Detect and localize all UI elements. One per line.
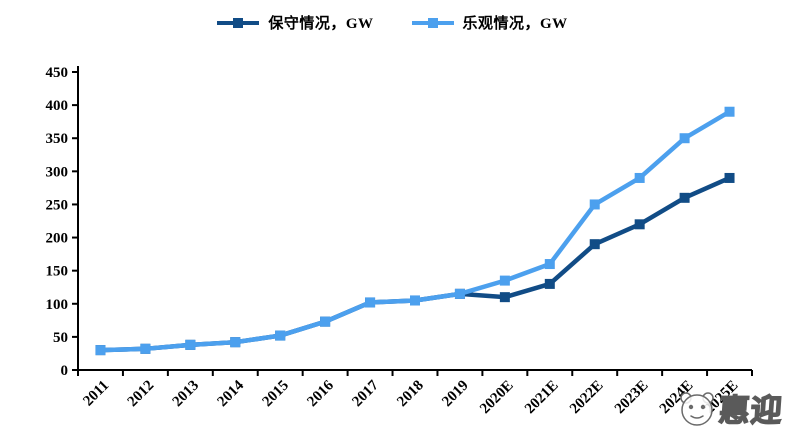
- series-1-marker-2013: [185, 339, 196, 350]
- series-line-0: [98, 175, 732, 353]
- y-tick-label: 400: [46, 98, 69, 114]
- y-tick-label: 200: [46, 231, 69, 247]
- series-1-marker-2023E: [634, 172, 645, 183]
- series-1-marker-2018: [410, 295, 420, 306]
- y-tick-label: 250: [46, 197, 69, 213]
- y-tick-label: 350: [46, 131, 69, 147]
- series-0-marker-2022E: [589, 239, 600, 250]
- legend: 保守情况，GW 乐观情况，GW: [0, 12, 785, 33]
- legend-item-optimistic[interactable]: 乐观情况，GW: [411, 12, 568, 33]
- series-0-marker-2024E: [679, 192, 690, 203]
- legend-square-icon-0: [233, 17, 244, 28]
- legend-item-conservative[interactable]: 保守情况，GW: [217, 12, 373, 33]
- series-0-marker-2020E: [499, 292, 510, 303]
- series-1-marker-2014: [230, 337, 241, 348]
- x-tick-label: 2018: [394, 378, 427, 411]
- series-1-marker-2019: [454, 288, 465, 299]
- series-1-marker-2011: [95, 345, 106, 356]
- series-1-marker-2015: [275, 330, 286, 341]
- x-tick-label: 2015: [260, 378, 293, 411]
- series-1-marker-2022E: [589, 199, 600, 210]
- legend-square-icon-1: [427, 17, 438, 28]
- series-0-marker-2025E: [724, 172, 735, 183]
- series-1-marker-2021E: [544, 259, 555, 270]
- y-tick-label: 0: [61, 363, 69, 379]
- y-tick-label: 300: [46, 164, 69, 180]
- x-tick-label: 2017: [349, 377, 382, 410]
- series-1-marker-2020E: [499, 275, 510, 286]
- series-line-1: [98, 109, 732, 353]
- y-tick-label: 100: [46, 297, 69, 313]
- series-1-marker-2025E: [724, 106, 735, 117]
- x-tick-label: 2012: [125, 378, 158, 411]
- series-0-marker-2023E: [634, 219, 645, 230]
- series-1-marker-2016: [320, 316, 331, 327]
- y-tick-label: 150: [46, 264, 69, 280]
- x-tick-label: 2019: [439, 378, 472, 411]
- x-tick-label: 2013: [170, 378, 203, 411]
- series-1-marker-2012: [140, 343, 151, 354]
- x-tick-label: 2011: [80, 378, 112, 410]
- x-tick-label: 2023E: [612, 378, 652, 418]
- x-tick-label: 2020E: [477, 378, 517, 418]
- legend-swatch-1: [411, 17, 454, 28]
- x-tick-label: 2022E: [567, 378, 607, 418]
- y-tick-label: 450: [46, 65, 69, 81]
- x-tick-label: 2021E: [522, 378, 562, 418]
- x-tick-label: 2016: [304, 377, 337, 410]
- x-tick-label: 2024E: [657, 378, 697, 418]
- x-tick-label: 2025E: [702, 378, 742, 418]
- legend-label-optimistic: 乐观情况，GW: [462, 16, 568, 32]
- x-tick-label: 2014: [215, 377, 248, 410]
- series-0-marker-2021E: [544, 278, 555, 289]
- legend-label-conservative: 保守情况，GW: [268, 16, 374, 32]
- legend-swatch-0: [217, 17, 260, 28]
- y-tick-label: 50: [53, 330, 68, 346]
- series-1-marker-2024E: [679, 133, 690, 144]
- series-1-marker-2017: [365, 297, 376, 308]
